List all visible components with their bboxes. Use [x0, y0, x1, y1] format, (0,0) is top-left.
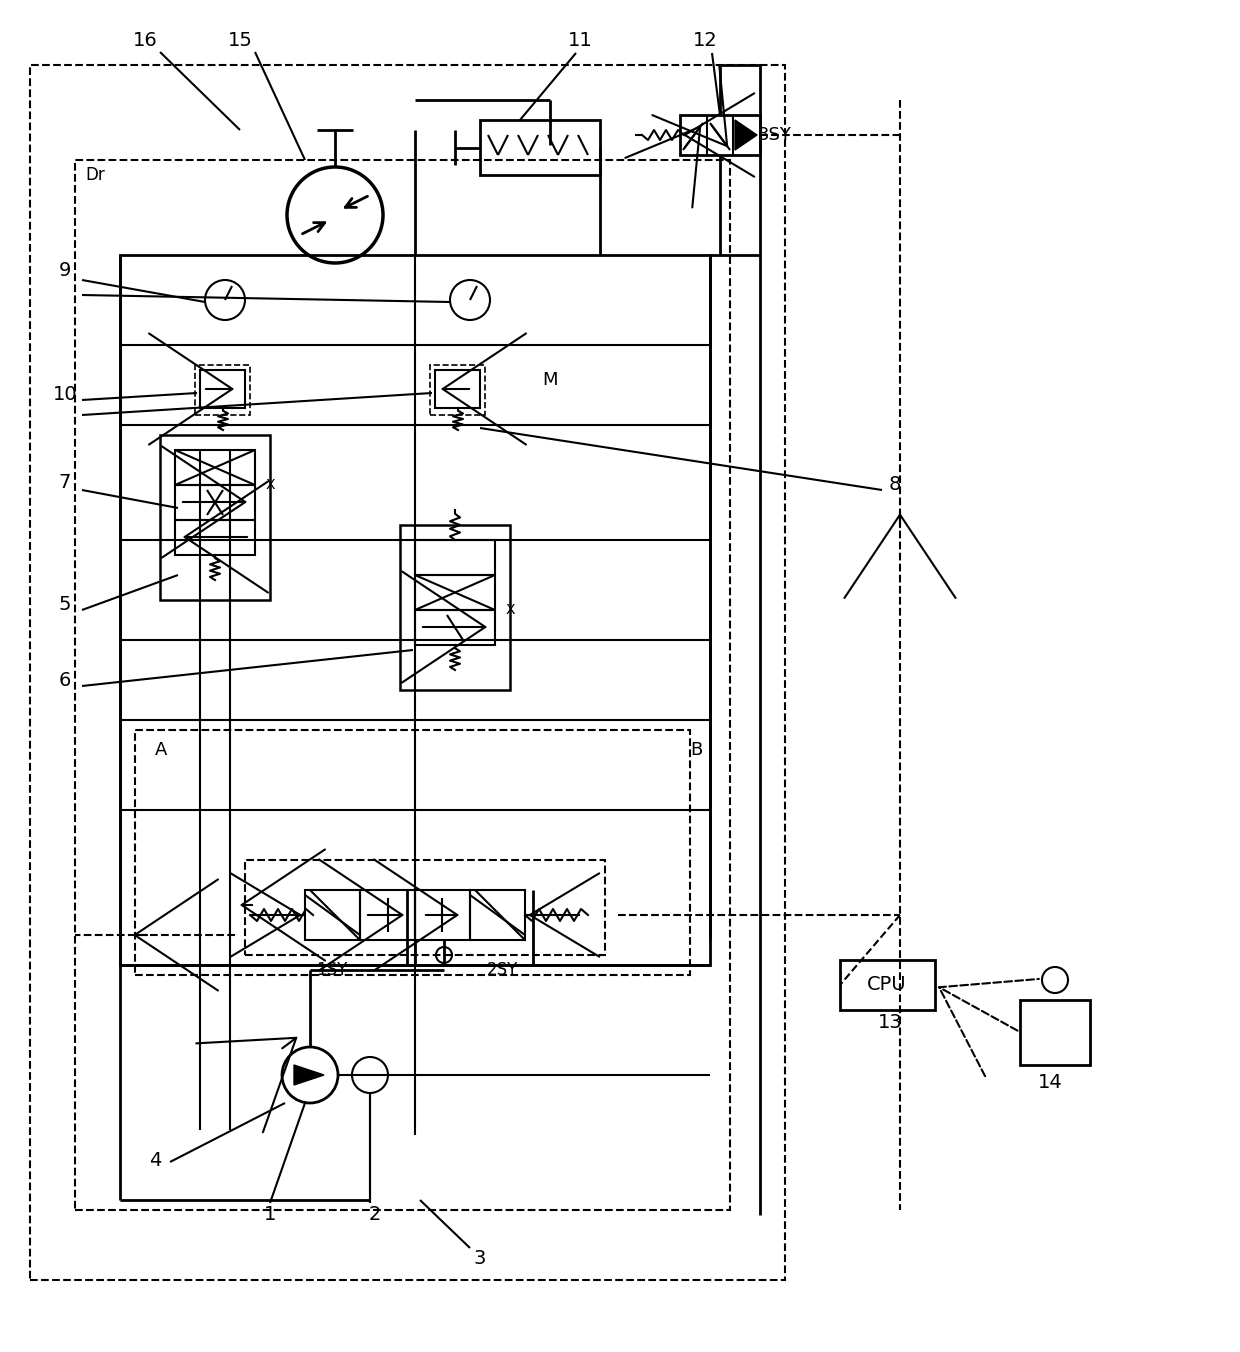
Bar — [401, 525, 510, 690]
Text: 5: 5 — [58, 595, 71, 615]
Text: X: X — [265, 479, 275, 492]
Text: 6: 6 — [58, 671, 71, 690]
Bar — [360, 890, 415, 940]
Bar — [175, 485, 255, 521]
Text: 14: 14 — [1038, 1072, 1063, 1091]
Bar — [1021, 1000, 1090, 1065]
Text: 13: 13 — [878, 1014, 903, 1033]
Bar — [195, 365, 250, 415]
Bar — [480, 120, 600, 174]
Text: 3: 3 — [474, 1248, 486, 1268]
Text: Dr: Dr — [86, 166, 104, 184]
Bar — [680, 115, 760, 155]
Text: 2SY: 2SY — [486, 961, 517, 979]
Text: X: X — [505, 603, 515, 617]
Bar — [246, 860, 605, 955]
Text: 15: 15 — [228, 31, 253, 50]
Text: M: M — [542, 370, 558, 389]
Bar — [160, 435, 270, 600]
Bar — [175, 450, 255, 485]
Bar — [415, 610, 495, 645]
Text: 4: 4 — [149, 1151, 161, 1169]
Text: 8: 8 — [889, 476, 901, 495]
Bar — [305, 890, 360, 940]
Text: 3SY: 3SY — [758, 126, 792, 145]
Bar — [30, 65, 785, 1280]
Polygon shape — [735, 120, 756, 150]
Text: 11: 11 — [568, 31, 593, 50]
Text: 9: 9 — [58, 261, 71, 280]
Bar — [839, 960, 935, 1010]
Text: CPU: CPU — [867, 976, 906, 995]
Bar — [470, 890, 525, 940]
Text: 1: 1 — [264, 1206, 277, 1225]
Bar — [415, 890, 470, 940]
Bar — [430, 365, 485, 415]
Bar — [74, 160, 730, 1210]
Bar — [120, 256, 711, 965]
Text: 2: 2 — [368, 1206, 381, 1225]
Bar — [200, 370, 246, 408]
Text: 1SY: 1SY — [316, 961, 347, 979]
Polygon shape — [294, 1065, 324, 1086]
Bar — [415, 575, 495, 610]
Text: 10: 10 — [52, 385, 77, 404]
Bar — [435, 370, 480, 408]
Bar — [415, 539, 495, 575]
Text: 7: 7 — [58, 472, 71, 492]
Text: B: B — [689, 741, 702, 758]
Text: A: A — [155, 741, 167, 758]
Text: 12: 12 — [693, 31, 718, 50]
Text: 16: 16 — [133, 31, 157, 50]
Bar — [135, 730, 689, 975]
Bar — [175, 521, 255, 556]
